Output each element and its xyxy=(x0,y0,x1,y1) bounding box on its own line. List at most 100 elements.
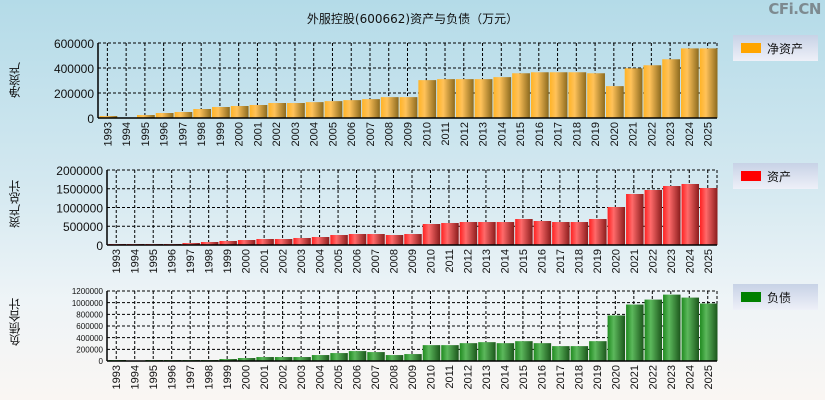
bar-total-assets-1999 xyxy=(219,240,237,245)
y-tick-label: 500000 xyxy=(63,220,103,234)
x-tick-label: 1997 xyxy=(185,249,197,273)
bar-liabilities-2011 xyxy=(441,345,459,361)
x-tick-label: 2023 xyxy=(665,122,677,146)
y-tick-label: 1200000 xyxy=(72,287,104,296)
bar-total-assets-2008 xyxy=(385,234,404,245)
x-tick-label: 2004 xyxy=(315,365,327,389)
x-tick-label: 2010 xyxy=(421,122,433,146)
bar-total-assets-2019 xyxy=(589,219,607,245)
bar-total-assets-2018 xyxy=(570,222,589,245)
x-tick-label: 2016 xyxy=(536,365,548,389)
y-tick-label: 800000 xyxy=(76,311,103,320)
x-tick-label: 1997 xyxy=(185,365,197,389)
bar-net-assets-2007 xyxy=(362,99,380,118)
y-tick-label: 200000 xyxy=(76,346,103,355)
x-tick-label: 2021 xyxy=(628,122,640,146)
bar-net-assets-2021 xyxy=(624,68,643,118)
bar-total-assets-2010 xyxy=(422,224,441,245)
bar-total-assets-1997 xyxy=(182,243,200,245)
bar-total-assets-2021 xyxy=(626,194,644,245)
bar-liabilities-2017 xyxy=(552,346,570,361)
x-tick-label: 2021 xyxy=(629,249,641,273)
x-tick-label: 1994 xyxy=(130,249,142,273)
bar-total-assets-2000 xyxy=(237,240,256,245)
x-tick-label: 1993 xyxy=(111,365,123,389)
bar-net-assets-1997 xyxy=(174,112,193,118)
bar-net-assets-2011 xyxy=(437,79,455,118)
bar-liabilities-2022 xyxy=(644,299,663,361)
x-tick-label: 2000 xyxy=(241,365,253,389)
bar-total-assets-2004 xyxy=(311,237,330,245)
x-tick-label: 2022 xyxy=(647,249,659,273)
bar-liabilities-2013 xyxy=(478,342,496,361)
x-tick-label: 2020 xyxy=(609,122,621,146)
bar-total-assets-2024 xyxy=(681,183,700,245)
bar-net-assets-2005 xyxy=(324,101,343,118)
x-tick-label: 2023 xyxy=(666,365,678,389)
bar-net-assets-2018 xyxy=(568,72,587,118)
x-tick-label: 1999 xyxy=(222,249,234,273)
bar-liabilities-2016 xyxy=(533,343,552,361)
x-tick-label: 2013 xyxy=(481,365,493,389)
bar-net-assets-2000 xyxy=(230,106,249,118)
y-tick-label: 0 xyxy=(99,357,104,366)
x-tick-label: 2002 xyxy=(278,365,290,389)
x-tick-label: 2010 xyxy=(425,249,437,273)
bar-liabilities-2019 xyxy=(589,341,607,361)
bar-liabilities-2009 xyxy=(404,354,422,361)
x-tick-label: 2005 xyxy=(333,249,345,273)
x-tick-label: 2017 xyxy=(555,249,567,273)
x-tick-label: 2024 xyxy=(684,122,696,146)
x-tick-label: 1999 xyxy=(222,365,234,389)
x-tick-label: 2000 xyxy=(241,249,253,273)
bar-total-assets-2022 xyxy=(644,189,663,245)
x-tick-label: 2016 xyxy=(534,122,546,146)
y-tick-label: 1500000 xyxy=(56,183,103,197)
x-tick-label: 2009 xyxy=(403,122,415,146)
x-tick-label: 2015 xyxy=(518,249,530,273)
bar-total-assets-2005 xyxy=(330,234,348,245)
x-tick-label: 2005 xyxy=(327,122,339,146)
legend-label: 净资产 xyxy=(767,41,804,56)
bar-net-assets-1996 xyxy=(155,113,174,118)
bar-total-assets-2007 xyxy=(367,234,385,245)
bar-total-assets-2017 xyxy=(552,222,570,245)
x-tick-label: 2001 xyxy=(252,122,264,146)
x-tick-label: 1995 xyxy=(148,249,160,273)
x-tick-label: 2001 xyxy=(259,249,271,273)
y-tick-label: 400000 xyxy=(76,334,103,343)
x-tick-label: 2017 xyxy=(553,122,565,146)
bar-total-assets-2014 xyxy=(496,222,515,245)
x-tick-label: 2012 xyxy=(462,365,474,389)
x-tick-label: 2024 xyxy=(684,249,696,273)
x-tick-label: 2014 xyxy=(499,365,511,389)
bar-liabilities-2007 xyxy=(367,352,385,361)
x-tick-label: 1995 xyxy=(140,122,152,146)
bar-liabilities-2023 xyxy=(663,294,681,361)
x-tick-label: 1996 xyxy=(159,122,171,146)
bar-net-assets-2019 xyxy=(587,73,605,118)
x-tick-label: 2002 xyxy=(278,249,290,273)
bar-total-assets-1998 xyxy=(200,242,219,245)
bar-net-assets-2016 xyxy=(530,72,549,118)
y-tick-label: 0 xyxy=(87,112,94,126)
bar-liabilities-2002 xyxy=(274,357,293,361)
chart-title: 外服控股(600662)资产与负债（万元） xyxy=(306,12,519,26)
x-tick-label: 2018 xyxy=(571,122,583,146)
x-tick-label: 1998 xyxy=(196,122,208,146)
x-tick-label: 2020 xyxy=(610,249,622,273)
y-tick-label: 600000 xyxy=(54,37,94,51)
bar-net-assets-2006 xyxy=(343,100,362,118)
x-tick-label: 1996 xyxy=(167,249,179,273)
bar-liabilities-2018 xyxy=(570,346,589,361)
x-tick-label: 2005 xyxy=(333,365,345,389)
bar-total-assets-2015 xyxy=(515,219,533,245)
bar-total-assets-2012 xyxy=(459,222,478,245)
x-tick-label: 2024 xyxy=(684,365,696,389)
x-tick-label: 2025 xyxy=(703,122,715,146)
x-tick-label: 2019 xyxy=(590,122,602,146)
x-tick-label: 2025 xyxy=(703,249,715,273)
x-tick-label: 2016 xyxy=(536,249,548,273)
bar-total-assets-2016 xyxy=(533,221,552,245)
y-tick-label: 400000 xyxy=(54,62,94,76)
